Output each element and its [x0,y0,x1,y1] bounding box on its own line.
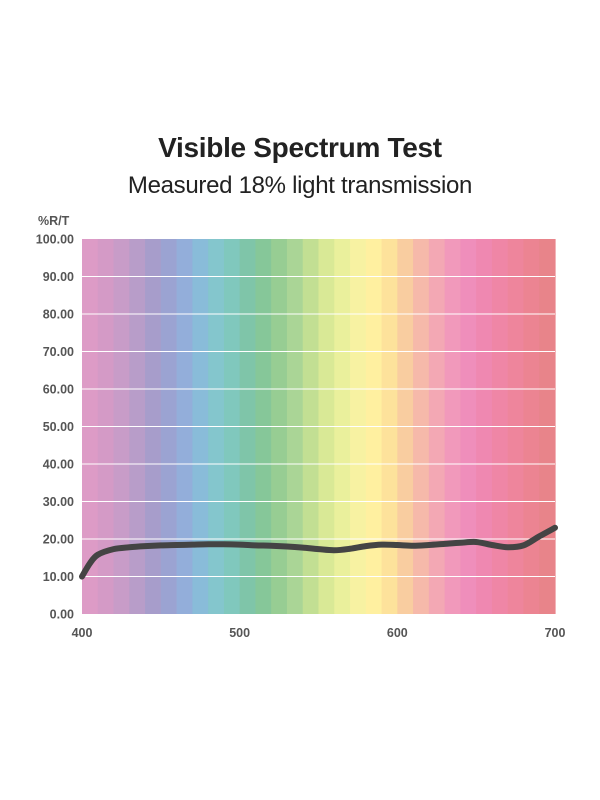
y-tick-label: 100.00 [36,233,74,247]
chart-subtitle: Measured 18% light transmission [127,172,473,199]
y-tick-label: 80.00 [43,308,74,322]
y-tick-labels: 0.00 10.00 20.00 30.00 40.00 50.00 60.00 70.00 8… [36,233,74,622]
chart-title: Visible Spectrum Test [158,132,442,163]
y-tick-label: 50.00 [43,420,74,434]
x-tick-label: 500 [229,626,250,640]
y-tick-label: 20.00 [43,533,74,547]
y-tick-label: 30.00 [43,495,74,509]
y-axis-label: %R/T [38,214,70,228]
x-tick-label: 700 [545,626,566,640]
y-tick-label: 0.00 [50,608,74,622]
transmission-line [79,524,558,580]
y-tick-label: 60.00 [43,383,74,397]
y-tick-label: 40.00 [43,458,74,472]
y-tick-label: 90.00 [43,270,74,284]
x-tick-label: 600 [387,626,408,640]
x-tick-label: 400 [72,626,93,640]
y-tick-label: 70.00 [43,345,74,359]
y-tick-label: 10.00 [43,570,74,584]
gridlines [82,276,555,577]
x-tick-labels: 400 500 600 700 [72,626,566,640]
